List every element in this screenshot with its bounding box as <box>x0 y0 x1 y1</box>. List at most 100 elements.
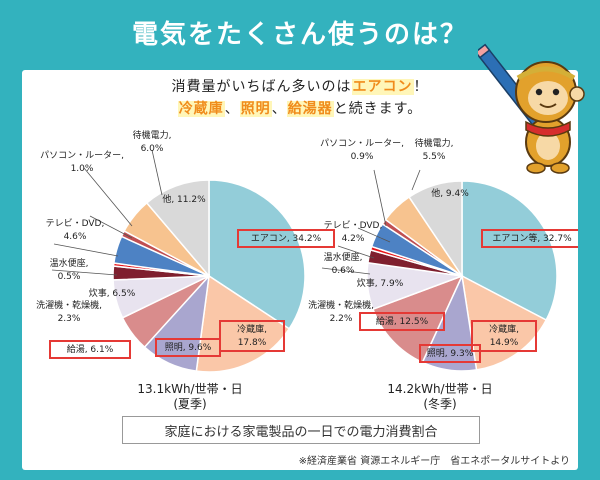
slice-label: 他, 11.2% <box>162 193 206 205</box>
summer-total-label: 13.1kWh/世帯・日 <box>137 382 243 396</box>
slice-label: 照明, 9.3% <box>419 344 481 363</box>
summer-total: 13.1kWh/世帯・日 (夏季) <box>90 382 290 412</box>
pie-charts: エアコン, 34.2% 冷蔵庫, 17.8% 照明, 9.6% 給湯, 6.1% 炊事, … <box>36 129 578 373</box>
slice-label-text: エアコン等, 32.7% <box>492 232 572 244</box>
banner-title: 電気をたくさん使うのは？ <box>131 19 468 50</box>
highlight-box <box>471 320 537 352</box>
slice-label-text: 待機電力, <box>415 137 454 149</box>
leader-line <box>321 267 371 275</box>
slice-label-text: 4.2% <box>342 234 365 244</box>
leader-line <box>357 227 391 243</box>
slice-label-text: 0.9% <box>351 152 374 162</box>
slice-label-text: 6.0% <box>141 144 164 154</box>
leader-line <box>411 169 421 191</box>
slice-label: 温水便座, 0.6% <box>324 251 363 276</box>
slice-label-text: 5.5% <box>423 152 446 162</box>
slice-label: 待機電力, 6.0% <box>133 129 172 154</box>
slice-label: 温水便座, 0.5% <box>50 257 89 282</box>
highlight-box <box>419 344 481 363</box>
leader-line <box>337 245 375 259</box>
leader-line <box>51 269 118 276</box>
monkey-with-pencil-icon <box>478 43 585 174</box>
highlight-box <box>155 338 221 357</box>
headline-item: 冷蔵庫 <box>177 101 225 117</box>
slice-label-text: 冷蔵庫, <box>237 323 267 335</box>
headline-emphasis: エアコン <box>351 79 414 95</box>
pie-slice <box>145 179 210 279</box>
highlight-box <box>49 340 131 359</box>
highlight-box <box>237 229 335 248</box>
pie-slice <box>461 180 558 322</box>
headline-prefix: 消費量がいちばん多いのは <box>171 79 352 95</box>
slice-label-text: 冷蔵庫, <box>489 323 519 335</box>
slice-label: 洗濯機・乾燥機, 2.3% <box>36 299 102 324</box>
slice-label-text: 温水便座, <box>50 257 89 269</box>
slice-label-text: 炊事, 6.5% <box>89 287 136 299</box>
slice-label-text: 給湯, 12.5% <box>376 315 429 327</box>
slice-label-text: 給湯, 6.1% <box>67 343 114 355</box>
slice-label-text: 2.3% <box>58 314 81 324</box>
slice-label: テレビ・DVD, 4.2% <box>324 220 383 244</box>
leader-line <box>151 149 163 196</box>
slice-label-text: 17.8% <box>238 338 267 348</box>
slice-label: 待機電力, 5.5% <box>415 137 454 162</box>
highlight-box <box>219 320 285 352</box>
slice-label: 給湯, 12.5% <box>359 312 445 331</box>
highlight-box <box>481 229 578 248</box>
pie-slice <box>461 274 548 371</box>
winter-total-label: 14.2kWh/世帯・日 <box>387 382 493 396</box>
slice-label: エアコン, 34.2% <box>237 229 335 248</box>
slice-label: 冷蔵庫, 14.9% <box>471 320 537 352</box>
slice-label: 炊事, 6.5% <box>89 287 136 299</box>
slice-label-text: 0.6% <box>332 266 355 276</box>
leader-line <box>83 167 133 227</box>
slice-label: 他, 9.4% <box>431 187 469 199</box>
slice-label: パソコン・ルーター, 1.0% <box>40 150 124 174</box>
slice-label: エアコン等, 32.7% <box>481 229 578 248</box>
slice-label: 炊事, 7.9% <box>357 277 404 289</box>
chart-caption: 家庭における家電製品の一日での電力消費割合 <box>122 416 480 444</box>
leader-line <box>89 215 133 239</box>
summer-season-label: (夏季) <box>173 397 207 411</box>
source-note: ※経済産業省 資源エネルギー庁 省エネポータルサイトより <box>298 456 570 467</box>
slice-label-text: 待機電力, <box>133 129 172 141</box>
headline-item: 照明 <box>239 101 272 117</box>
slice-label-text: 温水便座, <box>324 251 363 263</box>
slice-label-text: パソコン・ルーター, <box>40 150 124 161</box>
slice-label: 冷蔵庫, 17.8% <box>219 320 285 352</box>
leader-line <box>373 169 387 227</box>
headline: 消費量がいちばん多いのはエアコン！ 冷蔵庫、照明、給湯器と続きます。 <box>22 76 578 120</box>
leader-line <box>53 243 119 257</box>
slice-label: テレビ・DVD, 4.6% <box>46 218 105 242</box>
slice-label-text: エアコン, 34.2% <box>251 234 322 244</box>
headline-sep: 、 <box>224 101 240 117</box>
slice-label-text: 4.6% <box>64 232 87 242</box>
slice-label: パソコン・ルーター, 0.9% <box>320 138 404 162</box>
slice-label: 洗濯機・乾燥機, 2.2% <box>308 299 374 324</box>
headline-suffix: ！ <box>413 79 429 95</box>
slice-label-text: 14.9% <box>490 338 519 348</box>
infographic-card: 消費量がいちばん多いのはエアコン！ 冷蔵庫、照明、給湯器と続きます。 エアコン,… <box>22 70 578 470</box>
slice-label-text: 照明, 9.6% <box>165 342 212 353</box>
headline-item: 給湯器 <box>286 101 334 117</box>
headline-line2: 冷蔵庫、照明、給湯器と続きます。 <box>22 98 578 120</box>
highlight-box <box>359 312 445 331</box>
pie-slice <box>408 180 463 279</box>
slice-label-text: 1.0% <box>71 164 94 174</box>
slice-label-text: テレビ・DVD, <box>46 218 105 229</box>
slice-label-text: 0.5% <box>58 272 81 282</box>
slice-label-text: 炊事, 7.9% <box>357 277 404 289</box>
slice-label-text: 照明, 9.3% <box>427 348 474 359</box>
slice-label: 照明, 9.6% <box>155 338 221 357</box>
slice-label-text: パソコン・ルーター, <box>320 138 404 149</box>
slice-label-text: 他, 9.4% <box>431 187 469 199</box>
slice-label-text: テレビ・DVD, <box>324 220 383 231</box>
slice-label-text: 洗濯機・乾燥機, <box>308 299 374 311</box>
slice-label: 給湯, 6.1% <box>49 340 131 359</box>
slice-label-text: 2.2% <box>330 314 353 324</box>
winter-total: 14.2kWh/世帯・日 (冬季) <box>340 382 540 412</box>
winter-season-label: (冬季) <box>423 397 457 411</box>
headline-line2-suffix: と続きます。 <box>333 101 423 117</box>
slice-label-text: 他, 11.2% <box>162 193 206 205</box>
slice-label-text: 洗濯機・乾燥機, <box>36 299 102 311</box>
